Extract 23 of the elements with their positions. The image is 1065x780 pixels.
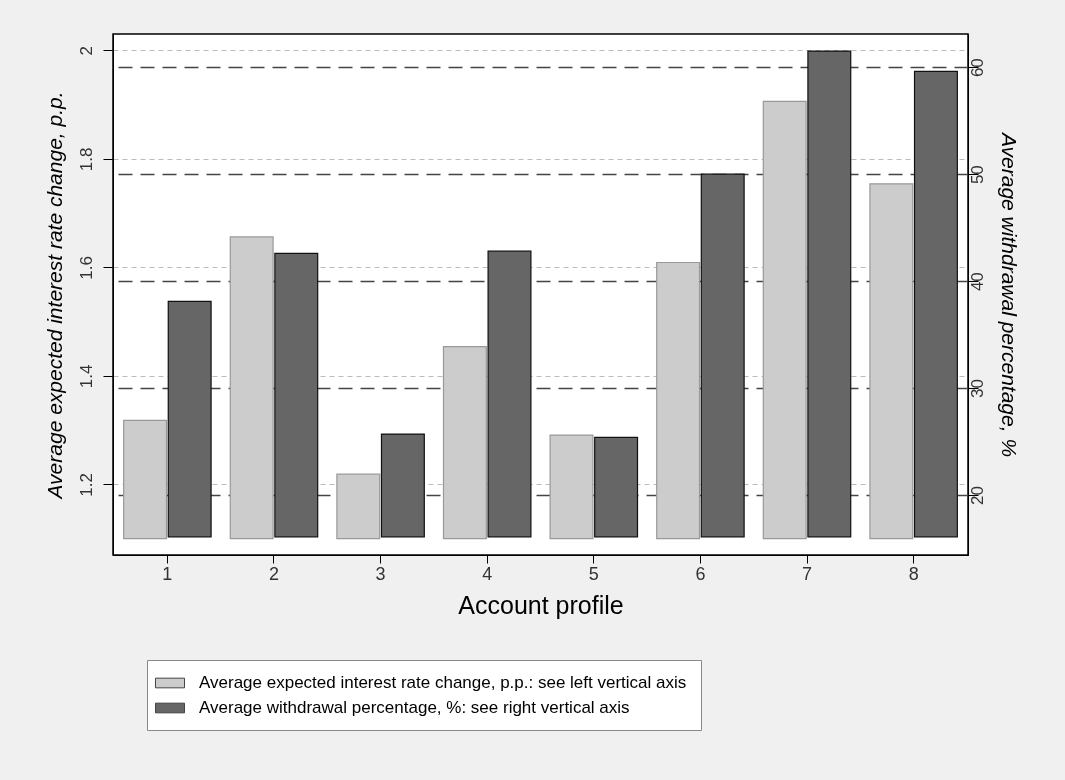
legend-label: Average withdrawal percentage, %: see right vertical axis: [199, 698, 630, 717]
x-tick-label: 3: [375, 563, 386, 584]
x-tick-label: 2: [268, 563, 279, 584]
y-tick-label: 1.6: [76, 256, 96, 280]
y2-tick-label: 40: [967, 272, 987, 292]
y2-axis-title: Average withdrawal percentage, %: [997, 130, 1021, 458]
y2-tick-label: 20: [967, 486, 987, 506]
x-tick-label: 1: [162, 563, 173, 584]
y-tick-label: 1.2: [76, 473, 96, 497]
y-tick-label: 1.8: [76, 147, 96, 172]
y-tick-label: 1.4: [76, 364, 96, 389]
y2-tick-label: 50: [967, 165, 987, 185]
x-tick-label: 8: [908, 563, 919, 584]
y-tick-label: 2: [76, 46, 96, 56]
x-tick-label: 7: [802, 563, 813, 584]
y-axis-title: Average expected interest rate change, p.p.: [42, 91, 66, 501]
x-axis-title: Account profile: [458, 590, 624, 619]
x-tick-label: 6: [695, 563, 706, 584]
y2-tick-label: 60: [967, 58, 987, 78]
legend-label: Average expected interest rate change, p.p.: see left vertical axis: [199, 673, 687, 692]
y2-tick-label: 30: [967, 379, 987, 399]
x-tick-label: 5: [588, 563, 599, 584]
x-tick-label: 4: [482, 563, 493, 584]
